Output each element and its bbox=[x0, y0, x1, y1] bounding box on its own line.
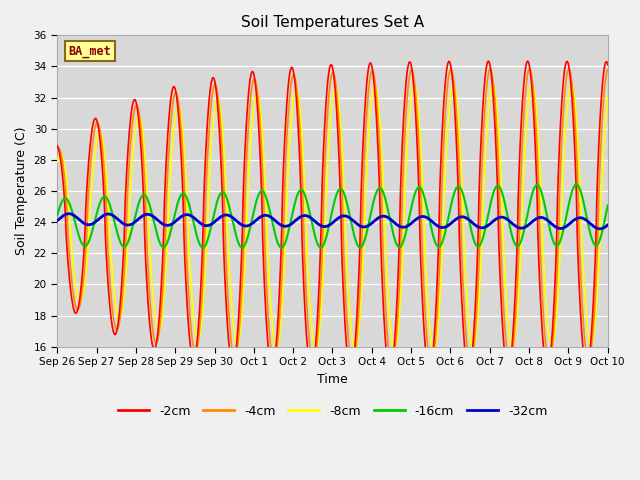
-4cm bbox=[604, 67, 611, 73]
-8cm bbox=[554, 302, 561, 308]
-16cm bbox=[573, 181, 580, 187]
-32cm bbox=[363, 224, 371, 229]
-8cm bbox=[305, 272, 312, 278]
-2cm bbox=[53, 143, 61, 149]
-4cm bbox=[363, 115, 371, 120]
-16cm bbox=[467, 225, 474, 230]
-16cm bbox=[604, 204, 611, 210]
-32cm bbox=[305, 214, 312, 219]
Line: -2cm: -2cm bbox=[57, 61, 608, 373]
-32cm bbox=[537, 215, 545, 220]
-16cm bbox=[537, 188, 545, 194]
-8cm bbox=[528, 82, 536, 87]
-32cm bbox=[596, 226, 604, 232]
-4cm bbox=[467, 361, 474, 367]
-4cm bbox=[305, 326, 312, 332]
-8cm bbox=[604, 94, 612, 99]
-4cm bbox=[388, 362, 396, 368]
-2cm bbox=[467, 363, 474, 369]
-32cm bbox=[467, 218, 474, 224]
-32cm bbox=[53, 218, 61, 224]
-2cm bbox=[554, 209, 561, 215]
-32cm bbox=[553, 225, 561, 230]
-2cm bbox=[484, 58, 492, 64]
-4cm bbox=[486, 66, 494, 72]
-8cm bbox=[604, 96, 611, 102]
-4cm bbox=[554, 269, 561, 275]
-2cm bbox=[604, 62, 612, 68]
-32cm bbox=[604, 222, 612, 228]
-16cm bbox=[604, 203, 612, 208]
-16cm bbox=[553, 243, 561, 249]
Line: -8cm: -8cm bbox=[57, 84, 608, 349]
Y-axis label: Soil Temperature (C): Soil Temperature (C) bbox=[15, 127, 28, 255]
-2cm bbox=[386, 370, 394, 376]
Text: BA_met: BA_met bbox=[68, 45, 111, 58]
-32cm bbox=[65, 211, 73, 216]
-2cm bbox=[604, 61, 611, 67]
-32cm bbox=[604, 222, 611, 228]
-16cm bbox=[363, 229, 371, 235]
-2cm bbox=[363, 83, 371, 88]
Line: -4cm: -4cm bbox=[57, 69, 608, 365]
Legend: -2cm, -4cm, -8cm, -16cm, -32cm: -2cm, -4cm, -8cm, -16cm, -32cm bbox=[113, 400, 552, 423]
-2cm bbox=[538, 314, 545, 320]
-4cm bbox=[604, 67, 612, 72]
-16cm bbox=[305, 205, 312, 211]
Line: -16cm: -16cm bbox=[57, 184, 608, 248]
-8cm bbox=[363, 174, 371, 180]
X-axis label: Time: Time bbox=[317, 372, 348, 386]
Line: -32cm: -32cm bbox=[57, 214, 608, 229]
Title: Soil Temperatures Set A: Soil Temperatures Set A bbox=[241, 15, 424, 30]
-8cm bbox=[467, 337, 474, 343]
-2cm bbox=[305, 354, 312, 360]
-8cm bbox=[390, 347, 398, 352]
-16cm bbox=[278, 245, 285, 251]
-16cm bbox=[53, 212, 61, 218]
-4cm bbox=[53, 145, 61, 151]
-8cm bbox=[53, 159, 61, 165]
-8cm bbox=[538, 196, 545, 202]
-4cm bbox=[538, 272, 545, 278]
